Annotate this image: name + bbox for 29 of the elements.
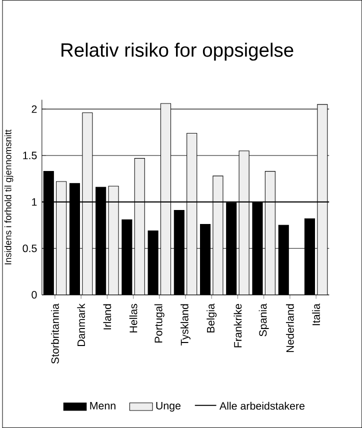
x-tick-label: Storbritannia [50, 304, 59, 364]
x-tick-label: Spania [258, 304, 269, 336]
x-tick-label: Portugal [154, 304, 164, 342]
x-tick-label: Italia [312, 304, 320, 326]
x-tick-label: Frankrike [234, 304, 242, 348]
y-tick-label: 0.5 [22, 244, 37, 252]
x-tick-label: Tyskland [180, 304, 190, 346]
legend-label: Alle arbeidstakere [219, 402, 304, 410]
bar [160, 103, 171, 295]
legend-label: Unge [156, 402, 180, 412]
x-tick-label: Belgia [206, 304, 217, 332]
y-tick-label: 1 [32, 198, 37, 206]
y-tick-label: 1.5 [23, 152, 37, 160]
x-tick-label: Nederland [286, 304, 294, 352]
bar [264, 171, 276, 295]
legend-label: Menn [90, 402, 116, 410]
x-tick-label: Hellas [129, 304, 138, 332]
bar [56, 181, 67, 295]
bar [317, 104, 328, 295]
chart-title: Relativ risiko for oppsigelse [62, 42, 294, 61]
bar [186, 132, 198, 295]
y-tick-label: 0 [32, 291, 37, 299]
y-tick-label: 2 [32, 105, 37, 113]
bar [238, 150, 250, 295]
x-tick-label: Danmark [77, 304, 85, 346]
y-axis-title: Insidens i forhold til gjennomsnitt [4, 130, 14, 264]
bar [82, 112, 93, 295]
x-tick-label: Irland [103, 304, 112, 330]
bar [134, 158, 145, 295]
